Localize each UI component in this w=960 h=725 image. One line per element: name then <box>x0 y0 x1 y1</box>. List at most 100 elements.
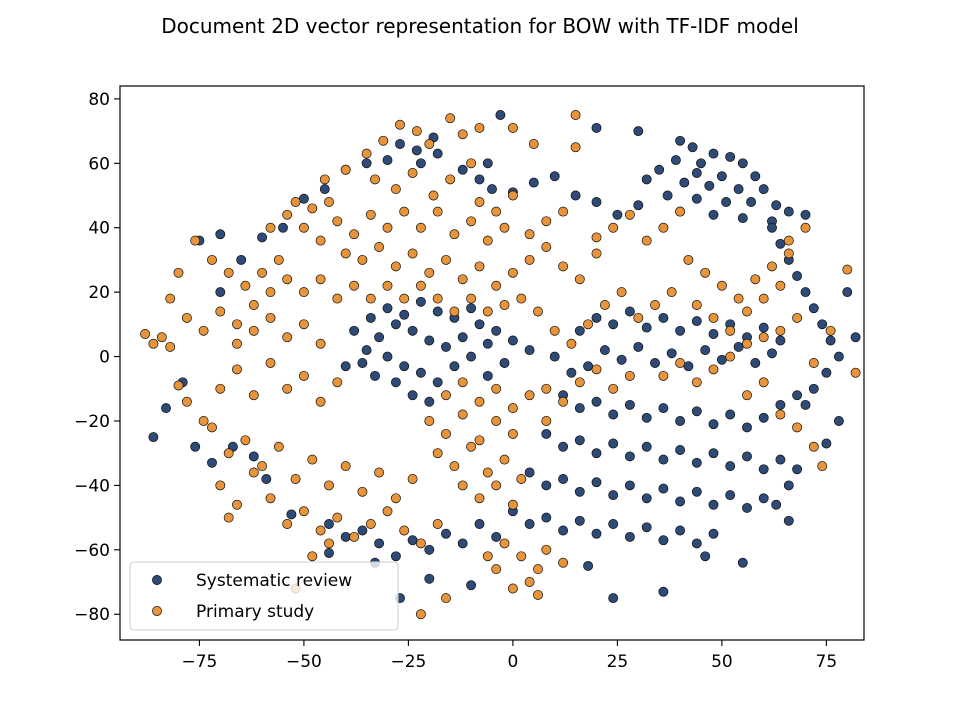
scatter-point <box>282 274 293 285</box>
scatter-point <box>365 312 376 323</box>
scatter-point <box>775 454 786 465</box>
scatter-point <box>399 361 410 372</box>
scatter-point <box>641 235 652 246</box>
scatter-point <box>608 383 619 394</box>
scatter-point <box>624 451 635 462</box>
scatter-point <box>474 396 485 407</box>
x-tick-label: 50 <box>711 652 733 672</box>
x-tick-label: −50 <box>286 652 322 672</box>
legend-label: Systematic review <box>196 571 352 591</box>
scatter-point <box>466 158 477 169</box>
scatter-point <box>825 335 836 346</box>
scatter-point <box>775 325 786 336</box>
scatter-point <box>808 303 819 314</box>
scatter-point <box>324 480 334 491</box>
scatter-point <box>265 312 276 323</box>
x-tick-label: 0 <box>507 652 518 672</box>
scatter-point <box>670 155 681 166</box>
scatter-point <box>792 464 803 475</box>
scatter-point <box>499 300 510 310</box>
scatter-point <box>424 573 435 584</box>
scatter-point <box>658 370 669 381</box>
scatter-point <box>708 329 719 339</box>
scatter-point <box>349 325 360 336</box>
scatter-point <box>842 264 853 275</box>
scatter-point <box>800 287 811 298</box>
scatter-point <box>415 222 426 233</box>
scatter-point <box>307 454 318 465</box>
scatter-point <box>424 544 435 555</box>
scatter-point <box>466 580 477 591</box>
scatter-point <box>273 254 284 265</box>
scatter-point <box>378 135 389 146</box>
scatter-point <box>775 238 786 249</box>
scatter-point <box>424 416 435 426</box>
scatter-point <box>432 148 443 159</box>
scatter-point <box>411 126 422 137</box>
scatter-point <box>395 119 405 130</box>
scatter-point <box>474 261 485 272</box>
scatter-point <box>173 380 184 391</box>
scatter-point <box>792 312 803 323</box>
scatter-point <box>432 306 443 317</box>
scatter-point <box>499 454 510 465</box>
scatter-point <box>516 474 527 484</box>
scatter-point <box>349 280 360 291</box>
scatter-point <box>708 528 719 539</box>
scatter-point <box>800 399 811 410</box>
scatter-point <box>608 490 619 501</box>
scatter-point <box>491 280 502 291</box>
scatter-point <box>148 338 159 349</box>
scatter-point <box>290 197 301 207</box>
scatter-point <box>399 293 410 304</box>
scatter-point <box>558 396 569 407</box>
scatter-point <box>708 148 719 159</box>
scatter-point <box>808 358 819 368</box>
legend-marker <box>152 575 162 585</box>
scatter-point <box>775 409 786 420</box>
scatter-point <box>758 332 769 343</box>
scatter-point <box>817 319 828 330</box>
scatter-point <box>691 168 702 178</box>
scatter-point <box>524 519 535 529</box>
scatter-point <box>808 441 819 452</box>
scatter-point <box>315 274 326 285</box>
scatter-point <box>708 364 719 375</box>
scatter-point <box>315 235 326 246</box>
scatter-point <box>570 190 581 201</box>
scatter-point <box>232 338 242 349</box>
scatter-point <box>441 254 451 265</box>
scatter-point <box>691 486 702 497</box>
scatter-point <box>357 254 368 265</box>
scatter-point <box>800 222 811 233</box>
scatter-point <box>466 351 477 362</box>
scatter-point <box>466 303 477 314</box>
scatter-point <box>441 593 451 604</box>
scatter-point <box>265 493 276 504</box>
scatter-point <box>821 438 832 449</box>
scatter-point <box>725 351 736 362</box>
scatter-point <box>315 396 326 407</box>
scatter-point <box>574 403 585 414</box>
scatter-point <box>365 519 376 529</box>
scatter-point <box>533 306 543 317</box>
scatter-point <box>445 113 456 124</box>
scatter-point <box>691 406 702 417</box>
scatter-point <box>541 242 552 252</box>
scatter-point <box>533 564 543 575</box>
scatter-point <box>282 383 293 394</box>
scatter-point <box>415 367 426 378</box>
scatter-point <box>424 335 435 346</box>
scatter-point <box>223 267 234 278</box>
scatter-point <box>415 609 426 620</box>
scatter-point <box>282 519 293 529</box>
scatter-point <box>349 531 360 542</box>
scatter-point <box>407 168 418 178</box>
scatter-point <box>340 461 351 472</box>
scatter-point <box>683 254 694 265</box>
scatter-point <box>758 184 769 195</box>
scatter-point <box>466 293 477 304</box>
scatter-point <box>286 509 297 520</box>
scatter-point <box>165 293 176 304</box>
